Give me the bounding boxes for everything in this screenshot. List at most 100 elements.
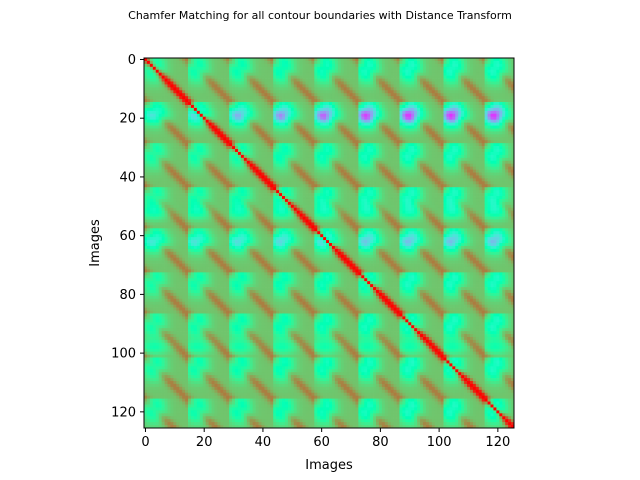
heatmap-cell: [270, 102, 274, 106]
heatmap-cell: [399, 169, 403, 173]
heatmap-cell: [511, 122, 515, 126]
heatmap-cell: [334, 104, 339, 109]
heatmap-cell: [440, 84, 444, 88]
heatmap-cell: [211, 72, 215, 76]
heatmap-cell: [196, 58, 201, 62]
heatmap-cell: [299, 116, 303, 121]
heatmap-cell: [452, 154, 456, 159]
heatmap-cell: [314, 140, 318, 144]
heatmap-cell: [284, 87, 289, 91]
heatmap-cell: [420, 157, 424, 162]
heatmap-cell: [317, 163, 321, 167]
heatmap-cell: [408, 93, 412, 97]
heatmap-cell: [458, 66, 462, 71]
heatmap-cell: [402, 99, 406, 103]
heatmap-cell: [487, 87, 491, 91]
heatmap-cell: [270, 149, 274, 153]
heatmap-cell: [149, 66, 154, 71]
heatmap-cell: [387, 146, 392, 150]
heatmap-cell: [355, 140, 359, 144]
heatmap-cell: [152, 166, 157, 170]
heatmap-cell: [320, 113, 324, 118]
heatmap-cell: [229, 63, 233, 68]
heatmap-cell: [431, 143, 436, 147]
heatmap-cell: [258, 113, 262, 118]
heatmap-cell: [202, 154, 207, 159]
heatmap-cell: [146, 113, 151, 118]
heatmap-cell: [170, 140, 174, 144]
heatmap-cell: [349, 116, 353, 121]
heatmap-cell: [411, 75, 415, 79]
heatmap-cell: [208, 146, 212, 150]
heatmap-cell: [217, 63, 221, 68]
heatmap-cell: [199, 143, 204, 147]
heatmap-cell: [164, 172, 168, 176]
heatmap-cell: [261, 107, 265, 112]
heatmap-cell: [149, 119, 154, 123]
heatmap-cell: [179, 69, 183, 74]
heatmap-cell: [326, 60, 330, 65]
heatmap-cell: [408, 151, 412, 156]
heatmap-cell: [249, 93, 253, 97]
heatmap-cell: [511, 125, 515, 129]
heatmap-cell: [411, 125, 415, 129]
heatmap-cell: [267, 87, 271, 91]
heatmap-cell: [249, 78, 253, 82]
heatmap-cell: [337, 157, 342, 162]
heatmap-cell: [320, 110, 324, 115]
heatmap-cell: [472, 131, 477, 135]
heatmap-cell: [284, 60, 289, 65]
heatmap-cell: [246, 99, 251, 103]
heatmap-cell: [408, 160, 412, 165]
heatmap-cell: [487, 102, 491, 106]
heatmap-cell: [149, 60, 154, 65]
heatmap-cell: [308, 78, 312, 82]
heatmap-cell: [314, 113, 318, 118]
heatmap-cell: [214, 131, 218, 135]
heatmap-cell: [240, 99, 245, 103]
heatmap-cell: [296, 104, 300, 109]
heatmap-cell: [458, 119, 462, 123]
heatmap-cell: [185, 110, 189, 115]
heatmap-cell: [155, 169, 160, 173]
heatmap-cell: [384, 72, 389, 76]
heatmap-cell: [420, 110, 424, 115]
heatmap-cell: [458, 151, 462, 156]
heatmap-cell: [196, 81, 201, 85]
heatmap-cell: [223, 104, 227, 109]
heatmap-cell: [484, 169, 488, 173]
heatmap-cell: [305, 87, 309, 91]
heatmap-cell: [378, 154, 383, 159]
heatmap-cell: [149, 172, 154, 176]
heatmap-cell: [249, 125, 253, 129]
heatmap-cell: [364, 99, 368, 103]
heatmap-cell: [370, 63, 374, 68]
heatmap-cell: [373, 166, 377, 170]
heatmap-cell: [428, 75, 433, 79]
heatmap-cell: [146, 104, 151, 109]
heatmap-cell: [393, 113, 397, 118]
heatmap-cell: [185, 172, 189, 176]
heatmap-cell: [314, 81, 318, 85]
heatmap-cell: [149, 104, 154, 109]
heatmap-cell: [467, 110, 471, 115]
heatmap-cell: [144, 81, 148, 85]
heatmap-cell: [408, 154, 412, 159]
heatmap-cell: [349, 102, 353, 106]
heatmap-cell: [420, 169, 424, 173]
heatmap-cell: [246, 87, 251, 91]
heatmap-cell: [243, 137, 248, 141]
heatmap-cell: [390, 96, 394, 100]
heatmap-cell: [408, 75, 412, 79]
heatmap-cell: [232, 72, 236, 76]
heatmap-cell: [508, 96, 512, 100]
heatmap-cell: [390, 107, 394, 112]
heatmap-cell: [264, 81, 268, 85]
heatmap-cell: [273, 81, 277, 85]
heatmap-cell: [290, 149, 295, 153]
heatmap-cell: [496, 75, 500, 79]
heatmap-cell: [190, 140, 195, 144]
heatmap-cell: [252, 90, 256, 94]
heatmap-cell: [375, 58, 380, 62]
heatmap-cell: [290, 84, 295, 88]
